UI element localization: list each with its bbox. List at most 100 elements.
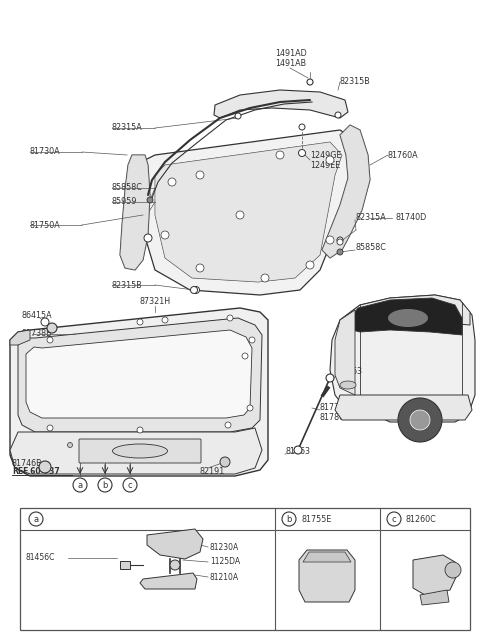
Text: 81163: 81163 [285,448,310,457]
Text: 85858C: 85858C [355,243,386,252]
FancyBboxPatch shape [79,439,201,463]
Circle shape [161,231,169,239]
Polygon shape [299,550,355,602]
Circle shape [236,211,244,219]
Circle shape [398,398,442,442]
Text: 81738B: 81738B [22,329,53,338]
Circle shape [137,427,143,433]
Ellipse shape [388,309,428,327]
Text: 81163: 81163 [338,368,363,376]
Circle shape [168,178,176,186]
Circle shape [47,425,53,431]
Text: REF.60-737: REF.60-737 [12,468,60,476]
Circle shape [137,319,143,325]
Polygon shape [155,142,342,282]
Bar [20,508,470,630]
Polygon shape [340,295,470,325]
Text: 81746B: 81746B [12,459,43,468]
Circle shape [247,405,253,411]
Circle shape [191,287,197,294]
Text: 81755E: 81755E [301,515,331,524]
Circle shape [294,446,302,454]
Polygon shape [140,573,197,589]
Polygon shape [335,310,355,395]
Circle shape [220,457,230,467]
Text: 81750A: 81750A [30,220,61,229]
Circle shape [326,236,334,244]
Text: 81760A: 81760A [388,150,419,159]
Circle shape [410,410,430,430]
Circle shape [192,287,200,294]
Text: 82315A: 82315A [355,213,386,222]
Polygon shape [147,529,203,559]
Text: 85959: 85959 [112,197,137,206]
Polygon shape [120,155,150,270]
Text: 81260C: 81260C [406,515,437,524]
Polygon shape [120,561,130,569]
Text: 86415A: 86415A [22,311,53,320]
Polygon shape [322,125,370,258]
Text: 81740D: 81740D [395,213,426,222]
Circle shape [73,478,87,492]
Polygon shape [10,308,268,476]
Text: 82315B: 82315B [112,280,143,289]
Polygon shape [330,295,475,422]
Ellipse shape [112,444,168,458]
Circle shape [47,323,57,333]
Text: 81730A: 81730A [30,148,60,157]
Text: 87321H: 87321H [139,297,170,306]
Polygon shape [335,395,472,420]
Circle shape [225,422,231,428]
Circle shape [47,337,53,343]
Polygon shape [18,318,262,432]
Text: R: R [323,577,331,587]
Text: 1491AD: 1491AD [275,48,307,57]
Text: 1249EE: 1249EE [310,161,340,169]
Text: b: b [102,480,108,489]
Circle shape [337,237,343,243]
Circle shape [41,318,49,326]
Circle shape [98,478,112,492]
Text: 81780: 81780 [320,413,345,422]
Text: 1125DA: 1125DA [210,557,240,566]
Text: 81230A: 81230A [210,543,239,552]
Text: a: a [34,515,38,524]
Polygon shape [214,90,348,118]
Circle shape [29,512,43,526]
Polygon shape [350,298,462,335]
Text: 81770: 81770 [320,403,345,413]
Text: a: a [77,480,83,489]
Polygon shape [120,155,150,270]
Circle shape [335,112,341,118]
Circle shape [306,261,314,269]
Circle shape [68,443,72,448]
Circle shape [144,234,152,242]
Circle shape [326,156,334,164]
Circle shape [249,337,255,343]
Circle shape [196,264,204,272]
Circle shape [387,512,401,526]
Polygon shape [303,552,351,562]
Text: c: c [128,480,132,489]
Polygon shape [155,142,342,282]
Text: 1249GE: 1249GE [310,150,341,159]
Polygon shape [10,330,30,345]
Circle shape [242,353,248,359]
Text: c: c [392,515,396,524]
Polygon shape [420,590,449,605]
Polygon shape [138,130,360,295]
Circle shape [337,239,343,245]
Circle shape [299,124,305,130]
Circle shape [39,461,51,473]
Circle shape [147,197,153,203]
Circle shape [276,151,284,159]
Polygon shape [322,125,370,258]
Circle shape [196,171,204,179]
Ellipse shape [340,381,356,389]
Circle shape [235,113,241,119]
Circle shape [326,374,334,382]
Circle shape [123,478,137,492]
Circle shape [170,560,180,570]
Circle shape [299,150,305,157]
Text: 81210A: 81210A [210,573,239,582]
